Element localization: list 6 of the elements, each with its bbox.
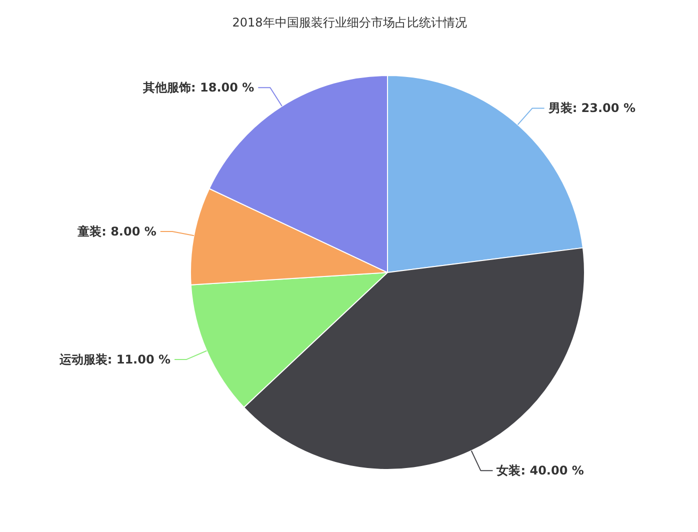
- chart-title: 2018年中国服装行业细分市场占比统计情况: [232, 16, 467, 30]
- slice-label: 童装: 8.00 %: [76, 224, 156, 238]
- slice-label: 其他服饰: 18.00 %: [142, 80, 254, 95]
- slice-label: 男装: 23.00 %: [547, 101, 636, 116]
- slice-label: 运动服装: 11.00 %: [58, 352, 171, 366]
- slice-label: 女装: 40.00 %: [496, 464, 584, 478]
